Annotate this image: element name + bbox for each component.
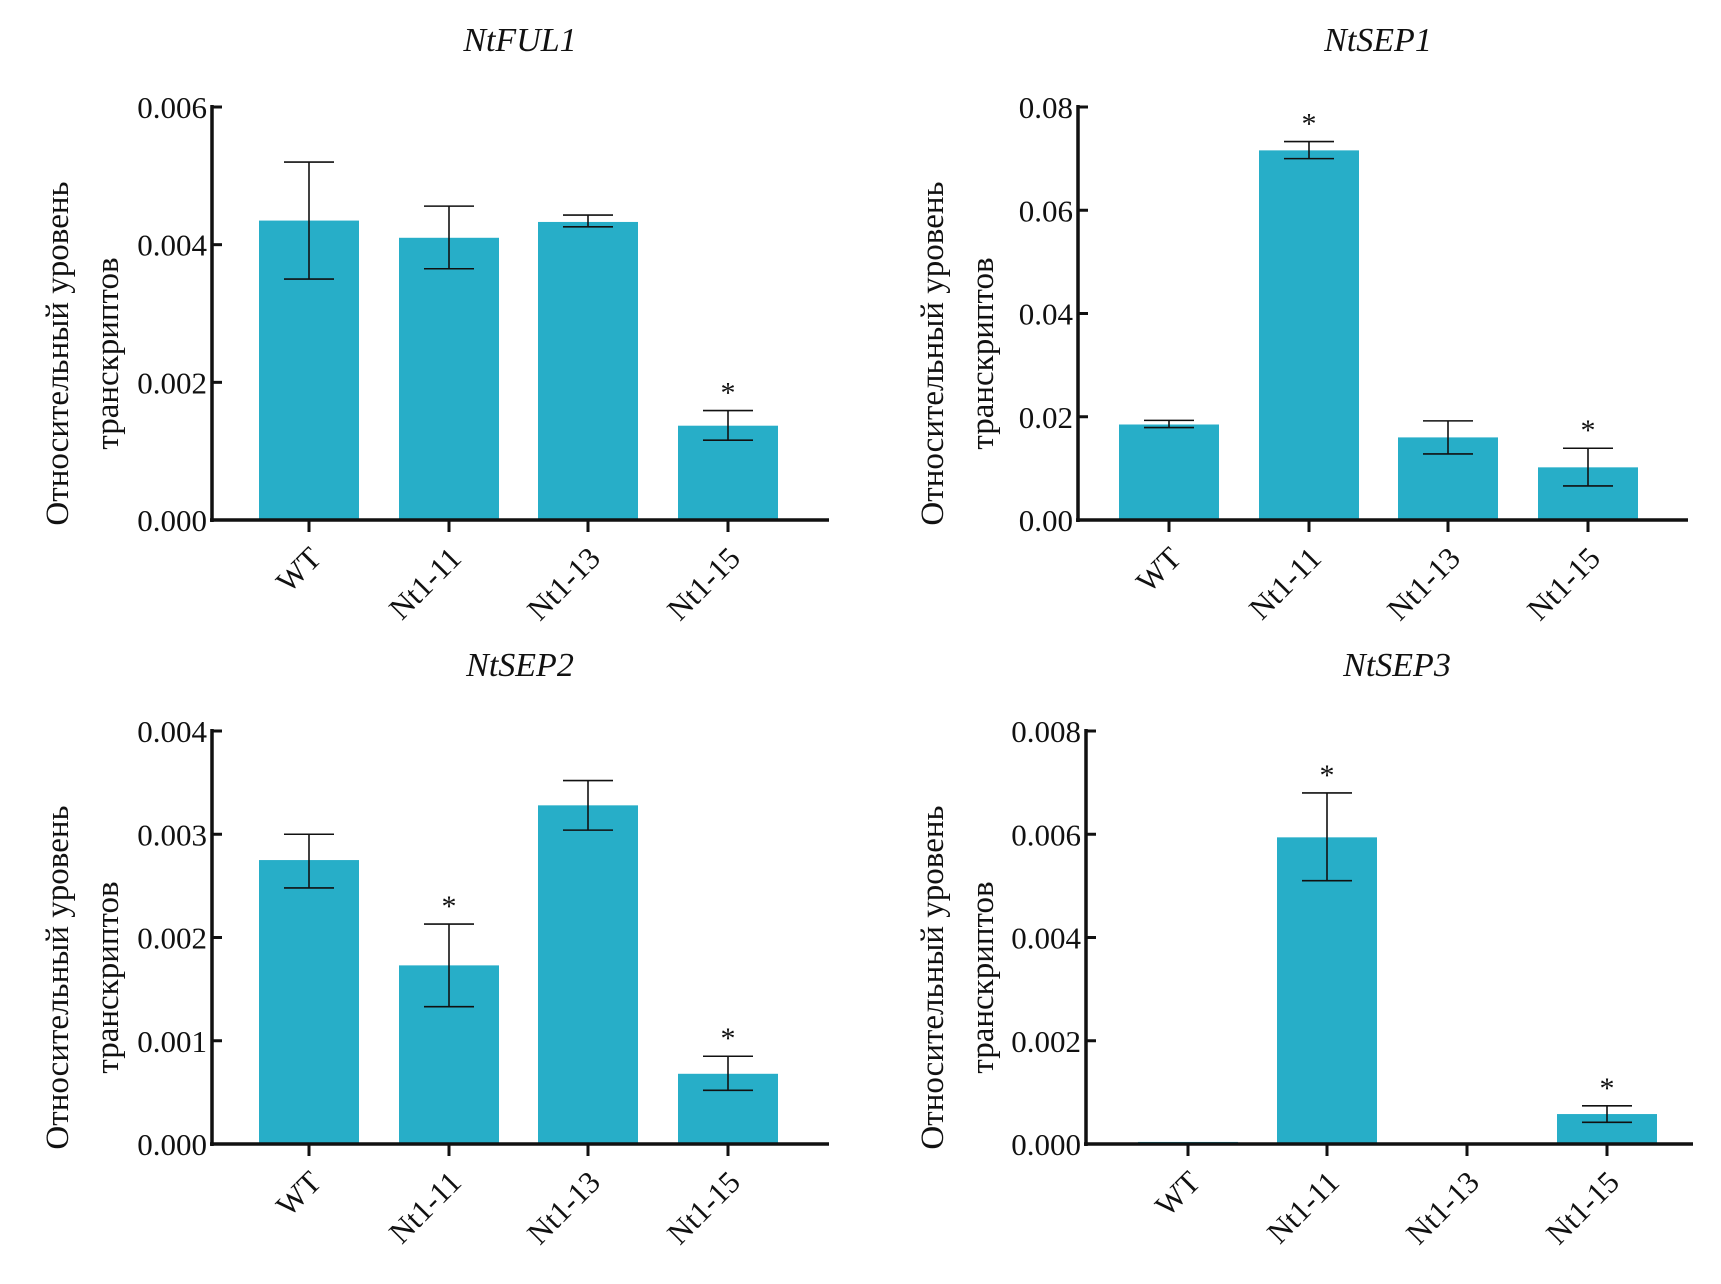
y-tick-label: 0.004 [137, 714, 207, 749]
y-tick-label: 0.000 [137, 503, 207, 538]
y-axis-label: Относительный уровень транскриптов [40, 805, 126, 1149]
bar-WT [1119, 424, 1219, 520]
y-tick-label: 0.08 [1019, 90, 1073, 125]
y-tick-label: 0.04 [1019, 297, 1074, 332]
y-tick-label: 0.006 [137, 90, 207, 125]
x-tick-label: Nt1-11 [382, 540, 468, 626]
bar-Nt1-11 [1277, 837, 1377, 1144]
significance-marker: * [442, 890, 457, 923]
bar-WT [259, 860, 359, 1144]
chart-title: NtFUL1 [462, 22, 576, 59]
x-tick-label: Nt1-13 [1380, 540, 1467, 627]
x-tick-label: Nt1-13 [1399, 1164, 1486, 1251]
y-axis-label: Относительный уровень транскриптов [915, 805, 1001, 1149]
bar-Nt1-13 [538, 221, 638, 520]
significance-marker: * [1302, 108, 1317, 141]
x-tick-label: WT [1148, 1164, 1207, 1223]
y-tick-label: 0.002 [1011, 1024, 1081, 1059]
y-tick-label: 0.00 [1019, 503, 1073, 538]
y-axis-label-line: транскриптов [965, 257, 1001, 449]
y-axis-label-line: транскриптов [965, 881, 1001, 1073]
chart-panel-NtSEP2: NtSEP2 Относительный уровень транскриптов W… [40, 647, 829, 1251]
y-axis-label: Относительный уровень транскриптов [40, 181, 126, 525]
chart-panel-NtSEP3: NtSEP3 Относительный уровень транскриптов W… [915, 647, 1693, 1251]
y-axis-label-line: транскриптов [90, 881, 126, 1073]
significance-marker: * [721, 1022, 736, 1055]
y-axis-label-line: Относительный уровень [915, 181, 951, 525]
y-tick-label: 0.002 [137, 921, 207, 956]
chart-title: NtSEP1 [1323, 22, 1432, 59]
chart-panel-NtFUL1: NtFUL1 Относительный уровень транскриптов W… [40, 22, 829, 627]
y-axis-label-line: Относительный уровень [40, 805, 76, 1149]
y-tick-label: 0.006 [1011, 817, 1081, 852]
bar-Nt1-11 [1259, 150, 1359, 521]
x-tick-label: Nt1-13 [520, 1164, 607, 1251]
bar-Nt1-15 [678, 425, 778, 520]
x-tick-label: WT [269, 1164, 328, 1223]
bar-Nt1-13 [538, 805, 638, 1144]
y-tick-label: 0.02 [1019, 400, 1073, 435]
y-tick-label: 0.06 [1019, 193, 1073, 228]
y-tick-label: 0.008 [1011, 714, 1081, 749]
x-tick-label: Nt1-11 [382, 1164, 468, 1250]
y-axis-label-line: транскриптов [90, 257, 126, 449]
y-axis-label: Относительный уровень транскриптов [915, 181, 1001, 525]
y-axis-label-line: Относительный уровень [40, 181, 76, 525]
x-tick-label: Nt1-15 [1520, 540, 1607, 627]
y-tick-label: 0.002 [137, 365, 207, 400]
chart-panel-NtSEP1: NtSEP1 Относительный уровень транскриптов W… [915, 22, 1688, 627]
x-tick-label: Nt1-11 [1242, 540, 1328, 626]
x-tick-label: Nt1-13 [520, 540, 607, 627]
significance-marker: * [1320, 759, 1335, 792]
x-tick-label: WT [1129, 540, 1188, 599]
y-tick-label: 0.000 [137, 1127, 207, 1162]
significance-marker: * [721, 377, 736, 410]
y-tick-label: 0.004 [137, 228, 207, 263]
y-tick-label: 0.004 [1011, 921, 1081, 956]
bar-Nt1-11 [399, 237, 499, 521]
x-tick-label: Nt1-11 [1260, 1164, 1346, 1250]
chart-title: NtSEP2 [465, 647, 574, 684]
x-tick-label: Nt1-15 [660, 1164, 747, 1251]
chart-title: NtSEP3 [1342, 647, 1451, 684]
x-tick-label: Nt1-15 [1539, 1164, 1626, 1251]
significance-marker: * [1600, 1072, 1615, 1105]
y-axis-label-line: Относительный уровень [915, 805, 951, 1149]
y-tick-label: 0.001 [137, 1024, 207, 1059]
y-tick-label: 0.003 [137, 817, 207, 852]
x-tick-label: WT [269, 540, 328, 599]
x-tick-label: Nt1-15 [660, 540, 747, 627]
y-tick-label: 0.000 [1011, 1127, 1081, 1162]
significance-marker: * [1581, 414, 1596, 447]
